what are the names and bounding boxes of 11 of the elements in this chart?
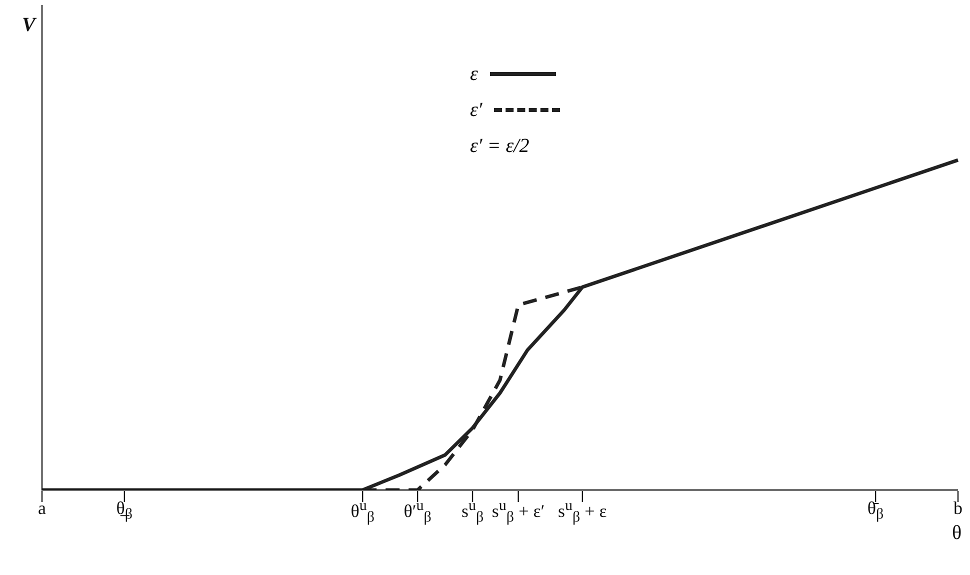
x-tick-label: θ̄$_{β}$ (867, 498, 884, 524)
x-tick-label: θ̲$_{β}$ (116, 498, 133, 524)
x-tick-label: a (38, 498, 46, 519)
legend-label: ε (470, 62, 478, 86)
legend-label: ε′ (470, 98, 482, 122)
x-axis-title: θ (952, 522, 962, 545)
x-tick-label: b (954, 498, 962, 519)
text: V (22, 14, 36, 37)
x-tick-label: s$^{u}$$_{β}$ + ε (558, 498, 607, 527)
text: ε′ = ε/2 (470, 134, 530, 158)
x-tick-label: s$^{u}$$_{β}$ + ε′ (492, 498, 545, 527)
